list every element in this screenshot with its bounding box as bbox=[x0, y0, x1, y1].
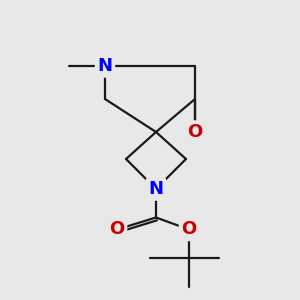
Text: O: O bbox=[110, 220, 124, 238]
Text: O: O bbox=[182, 220, 196, 238]
Text: N: N bbox=[98, 57, 112, 75]
Text: O: O bbox=[188, 123, 202, 141]
Text: N: N bbox=[148, 180, 164, 198]
